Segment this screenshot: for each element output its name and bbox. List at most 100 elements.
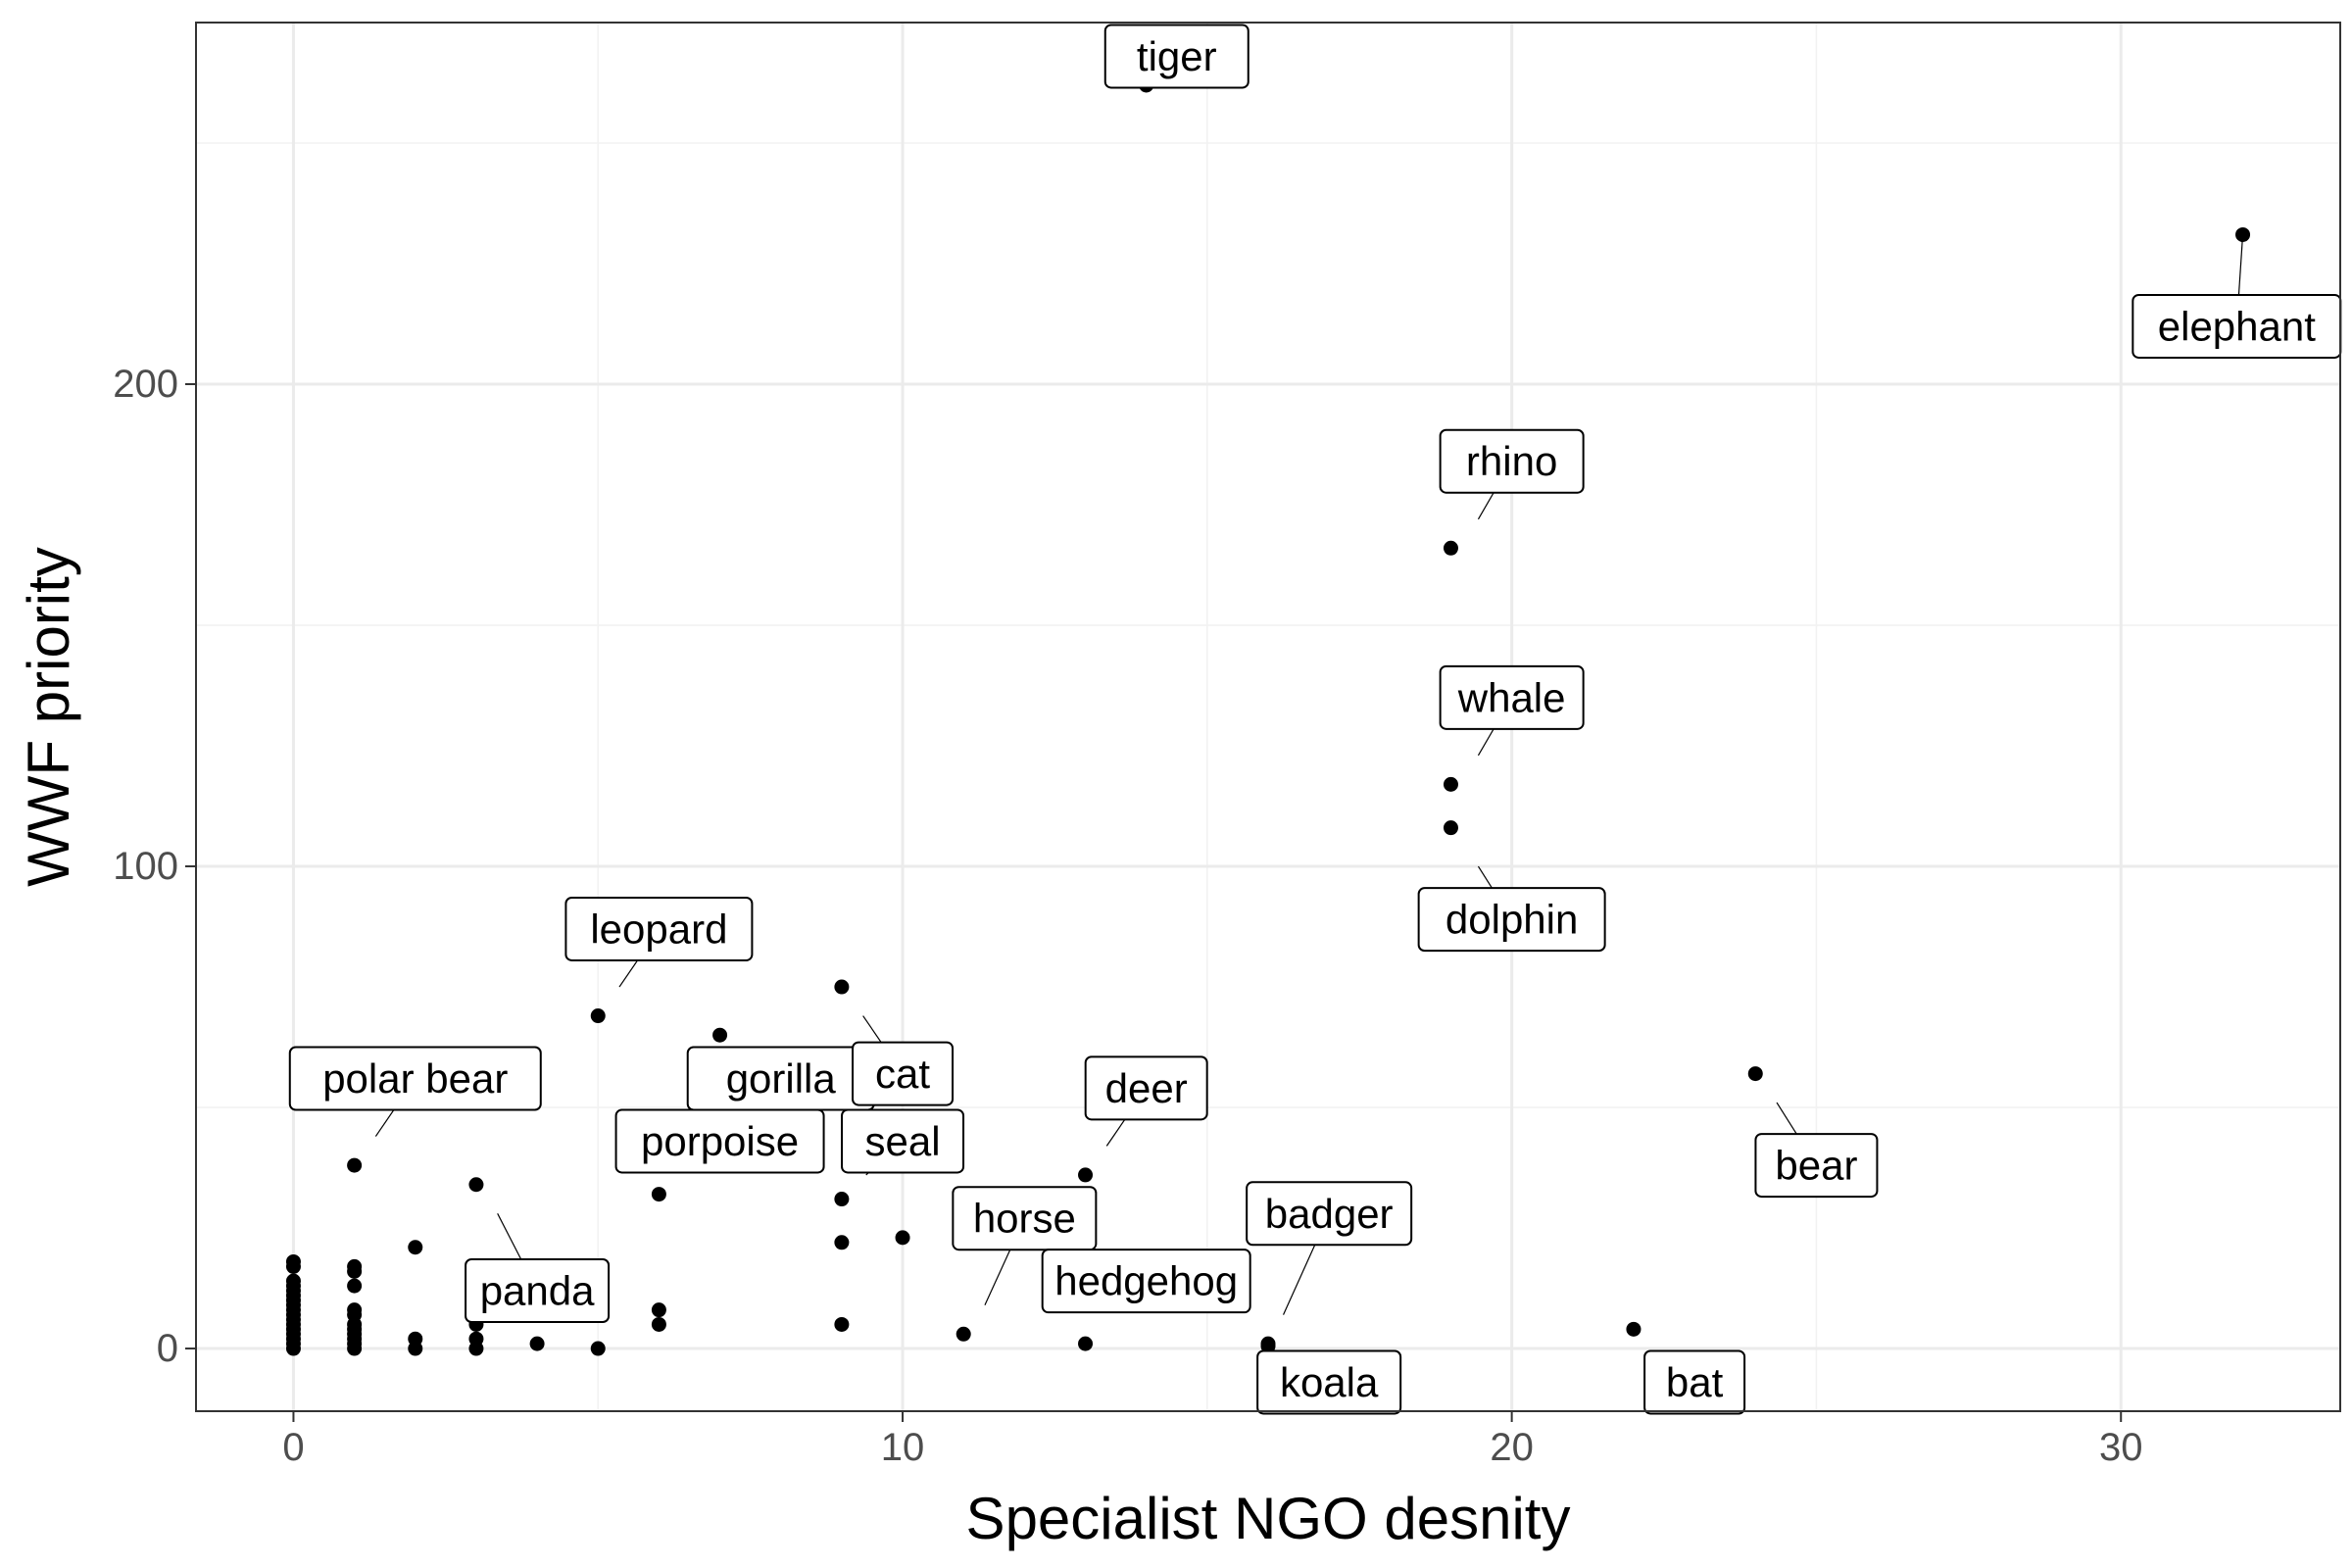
y-axis-title: WWF priority <box>16 547 81 887</box>
point-label: whale <box>1439 664 1585 730</box>
data-point <box>347 1157 363 1173</box>
point-label-box <box>852 1041 955 1106</box>
point-label-box <box>952 1186 1098 1251</box>
data-point <box>590 1341 606 1356</box>
data-point <box>285 1253 301 1269</box>
y-tick-label: 0 <box>157 1327 178 1370</box>
point-label: hedgehog <box>1041 1249 1251 1314</box>
data-point <box>1443 776 1458 792</box>
data-point <box>347 1278 363 1294</box>
data-point <box>347 1258 363 1274</box>
point-label-box <box>1103 24 1250 89</box>
point-labels: tiger elephant rhino whale dolphin leopard pol… <box>288 24 2342 1415</box>
data-point <box>408 1331 423 1347</box>
data-point <box>468 1177 484 1193</box>
point-label: koala <box>1256 1349 1402 1415</box>
point-label: leopard <box>564 896 754 961</box>
point-label: badger <box>1246 1181 1413 1247</box>
point-label-text: rhino <box>1466 438 1557 484</box>
point-label: porpoise <box>614 1108 825 1174</box>
data-point <box>651 1187 666 1202</box>
data-point <box>1626 1321 1642 1337</box>
point-label-box <box>1417 887 1606 953</box>
point-label-box <box>1256 1349 1402 1415</box>
y-tick-label: 200 <box>113 363 178 406</box>
x-tick-label: 30 <box>2099 1426 2143 1469</box>
data-point <box>651 1316 666 1332</box>
point-label-text: dolphin <box>1446 897 1578 943</box>
x-tick-label: 20 <box>1490 1426 1534 1469</box>
point-label: elephant <box>2132 293 2342 359</box>
data-point <box>834 1316 850 1332</box>
point-label-text: bat <box>1666 1359 1724 1405</box>
point-label-text: porpoise <box>641 1118 799 1164</box>
point-label: horse <box>952 1186 1098 1251</box>
data-point <box>529 1336 545 1351</box>
point-label-box <box>841 1108 965 1174</box>
point-label: deer <box>1084 1055 1208 1121</box>
data-point <box>712 1027 728 1043</box>
point-label-box <box>1439 428 1585 494</box>
data-points <box>285 77 2251 1356</box>
point-label-box <box>1246 1181 1413 1247</box>
data-point <box>834 979 850 995</box>
point-label-text: hedgehog <box>1054 1258 1238 1304</box>
y-tick-label: 100 <box>113 845 178 888</box>
x-tick-label: 0 <box>282 1426 304 1469</box>
point-label-box <box>1041 1249 1251 1314</box>
data-point <box>1443 820 1458 836</box>
point-label-text: koala <box>1280 1359 1379 1405</box>
data-point <box>468 1331 484 1347</box>
point-label: gorilla <box>686 1046 875 1111</box>
point-label-text: cat <box>875 1051 930 1097</box>
point-label-text: polar bear <box>322 1055 508 1102</box>
point-label-box <box>288 1046 542 1111</box>
data-point <box>834 1192 850 1207</box>
point-label-box <box>1084 1055 1208 1121</box>
point-label: tiger <box>1103 24 1250 89</box>
point-label-box <box>564 896 754 961</box>
panel-border <box>195 22 2341 1412</box>
point-label-text: badger <box>1265 1191 1394 1237</box>
point-label: bear <box>1754 1133 1879 1199</box>
point-label-box <box>1754 1133 1879 1199</box>
y-axis: 0 100 200 <box>113 363 196 1370</box>
point-label: rhino <box>1439 428 1585 494</box>
point-label-text: elephant <box>2158 303 2316 349</box>
point-label-box <box>1439 664 1585 730</box>
point-label: cat <box>852 1041 955 1106</box>
data-point <box>1747 1066 1763 1082</box>
x-axis-title: Specialist NGO desnity <box>966 1486 1571 1551</box>
point-label: panda <box>465 1257 611 1323</box>
data-point <box>1260 1339 1276 1354</box>
minor-gridlines <box>196 23 2340 1411</box>
point-label-text: tiger <box>1137 33 1217 79</box>
data-point <box>1078 1167 1094 1183</box>
data-point <box>895 1230 910 1246</box>
x-axis: 0 10 20 30 <box>282 1411 2142 1469</box>
point-label-box <box>614 1108 825 1174</box>
point-label-text: panda <box>480 1267 595 1313</box>
point-label-box <box>1643 1349 1746 1415</box>
point-label-text: bear <box>1775 1143 1857 1189</box>
point-label-text: whale <box>1457 674 1566 720</box>
point-label-text: deer <box>1105 1065 1188 1111</box>
data-point <box>1078 1336 1094 1351</box>
point-label: bat <box>1643 1349 1746 1415</box>
data-point <box>956 1326 971 1342</box>
data-point <box>834 1235 850 1250</box>
point-label-text: horse <box>973 1196 1076 1242</box>
data-point <box>285 1273 301 1289</box>
point-label: polar bear <box>288 1046 542 1111</box>
x-tick-label: 10 <box>881 1426 925 1469</box>
point-label: seal <box>841 1108 965 1174</box>
data-point <box>1443 540 1458 556</box>
data-point <box>590 1008 606 1024</box>
point-label-text: gorilla <box>726 1055 837 1102</box>
data-point <box>408 1240 423 1255</box>
data-point <box>347 1302 363 1318</box>
point-label: dolphin <box>1417 887 1606 953</box>
point-label-text: leopard <box>590 906 727 952</box>
data-point <box>651 1302 666 1318</box>
